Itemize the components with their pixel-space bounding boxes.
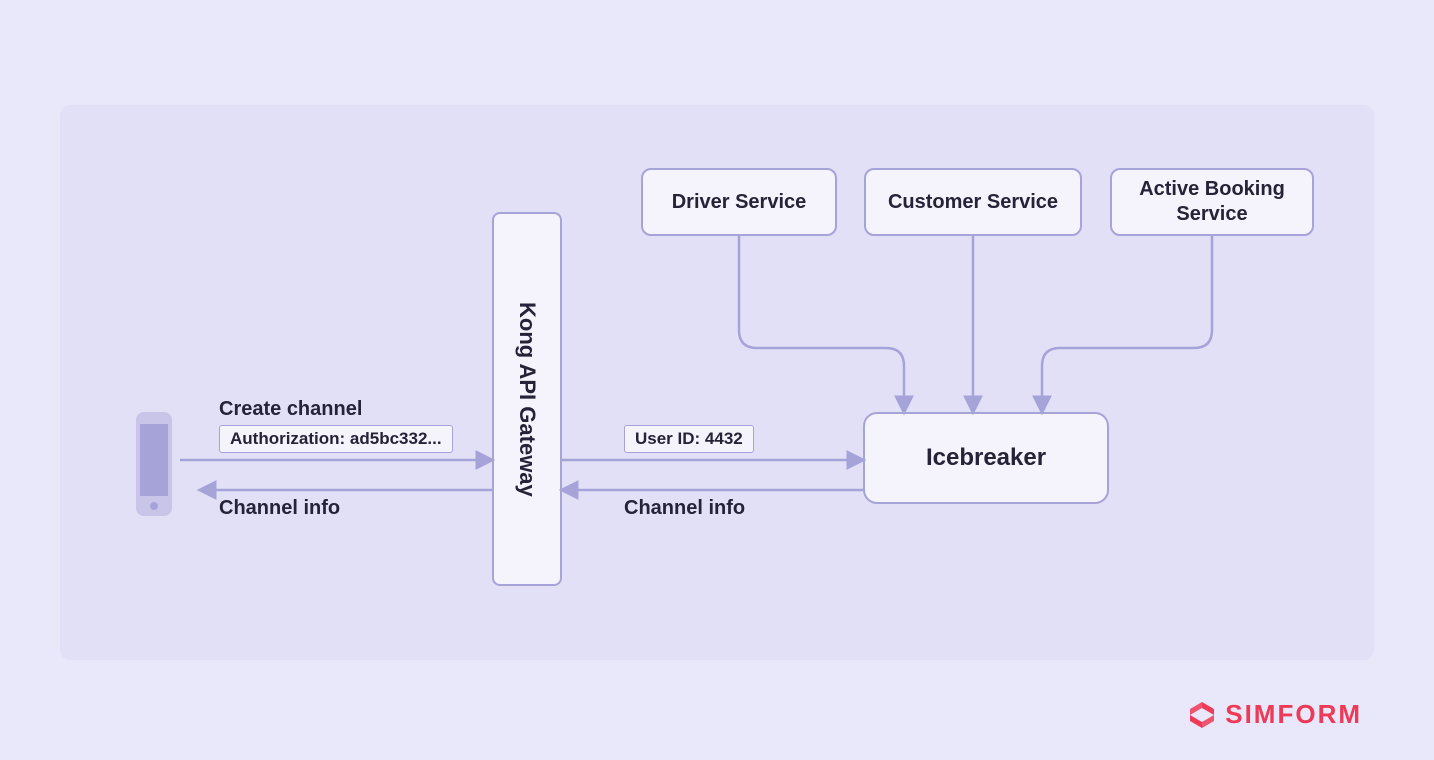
phone-icon <box>128 412 180 521</box>
node-booking-service: Active Booking Service <box>1110 168 1314 236</box>
node-booking-label: Active Booking Service <box>1122 177 1302 227</box>
node-driver-service: Driver Service <box>641 168 837 236</box>
node-customer-label: Customer Service <box>888 190 1058 215</box>
label-channel-info-right: Channel info <box>624 497 745 520</box>
label-create-channel: Create channel <box>219 398 362 421</box>
node-customer-service: Customer Service <box>864 168 1082 236</box>
node-gateway-label: Kong API Gateway <box>514 302 540 497</box>
node-driver-label: Driver Service <box>672 190 807 215</box>
brand-logo: SIMFORM <box>1187 699 1362 730</box>
simform-icon <box>1187 700 1217 730</box>
tag-authorization: Authorization: ad5bc332... <box>219 425 453 453</box>
node-icebreaker: Icebreaker <box>863 412 1109 504</box>
node-icebreaker-label: Icebreaker <box>926 444 1046 472</box>
brand-logo-text: SIMFORM <box>1225 699 1362 730</box>
tag-user-id: User ID: 4432 <box>624 425 754 453</box>
label-channel-info-left: Channel info <box>219 497 340 520</box>
node-gateway: Kong API Gateway <box>492 212 562 586</box>
